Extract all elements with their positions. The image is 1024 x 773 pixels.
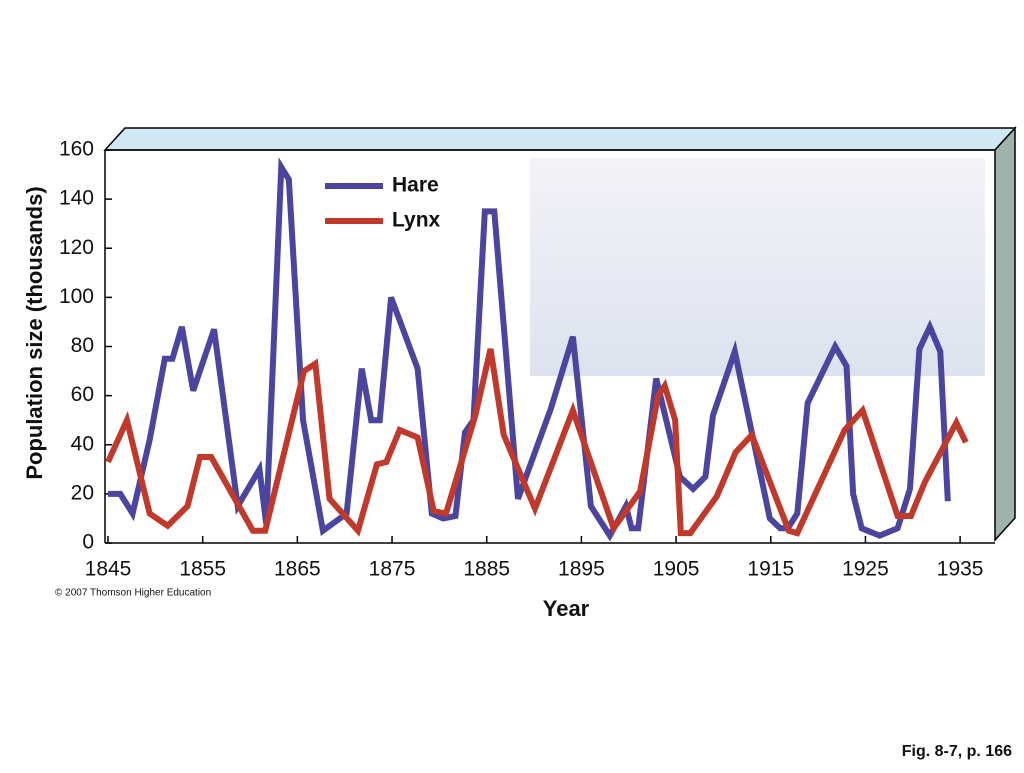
frame-top	[103, 127, 1017, 151]
x-tick-label: 1855	[179, 558, 226, 581]
legend-label: Lynx	[392, 209, 441, 232]
y-tick-label: 0	[82, 531, 94, 554]
x-tick-label: 1865	[274, 558, 321, 581]
caption: Fig. 8-7, p. 166	[902, 743, 1012, 760]
x-tick-label: 1915	[747, 558, 794, 581]
y-tick-label: 140	[59, 187, 94, 210]
y-tick-label: 80	[71, 334, 94, 357]
y-tick-label: 20	[71, 481, 94, 504]
legend-label: Hare	[392, 174, 439, 197]
frame-side	[994, 126, 1016, 542]
y-tick-label: 60	[71, 383, 94, 406]
illustration	[530, 158, 985, 376]
footnote: © 2007 Thomson Higher Education	[55, 588, 211, 599]
y-axis-label: Population size (thousands)	[22, 186, 47, 479]
x-tick-label: 1895	[558, 558, 605, 581]
x-tick-label: 1885	[463, 558, 510, 581]
x-tick-label: 1905	[653, 558, 700, 581]
x-tick-label: 1875	[369, 558, 416, 581]
series-line	[105, 348, 969, 537]
y-tick-label: 160	[59, 138, 94, 161]
x-tick-label: 1845	[85, 558, 132, 581]
x-tick-label: 1925	[842, 558, 889, 581]
y-tick-label: 40	[71, 432, 94, 455]
y-tick-label: 120	[59, 236, 94, 259]
series-line	[108, 157, 951, 542]
x-tick-label: 1935	[937, 558, 984, 581]
x-axis-label: Year	[543, 596, 590, 621]
y-tick-label: 100	[59, 285, 94, 308]
